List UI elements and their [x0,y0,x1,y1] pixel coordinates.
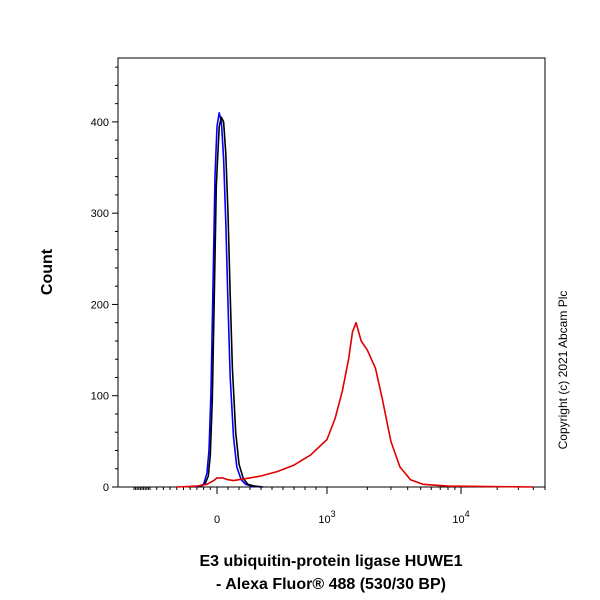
series-line-2 [176,321,534,488]
x-axis-tick-labels: 0 103 104 [214,509,470,526]
plot-frame [117,57,546,488]
x-tick-label: 104 [452,509,469,526]
series-line-1 [197,116,264,488]
x-axis-title-line-2: - Alexa Fluor® 488 (530/30 BP) [216,576,446,593]
y-tick-label: 200 [91,299,109,311]
x-tick-label: 0 [214,514,220,526]
y-axis-title: Count [39,248,56,295]
y-tick-label: 100 [91,391,109,403]
x-axis-title-line-1: E3 ubiquitin-protein ligase HUWE1 [199,553,462,570]
x-tick-label: 103 [318,509,335,526]
y-tick-label: 0 [103,482,109,494]
y-tick-label: 400 [91,117,109,129]
histogram-series [176,112,534,488]
y-axis-tick-labels: 0 100 200 300 400 [91,117,109,494]
series-line-0 [196,112,262,488]
copyright-notice: Copyright (c) 2021 Abcam Plc [556,291,570,450]
axis-ticks [112,66,546,494]
y-tick-label: 300 [91,208,109,220]
